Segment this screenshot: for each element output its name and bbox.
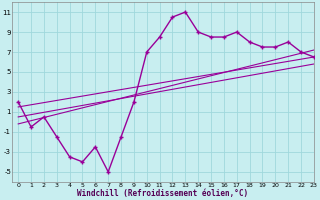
X-axis label: Windchill (Refroidissement éolien,°C): Windchill (Refroidissement éolien,°C) bbox=[77, 189, 248, 198]
